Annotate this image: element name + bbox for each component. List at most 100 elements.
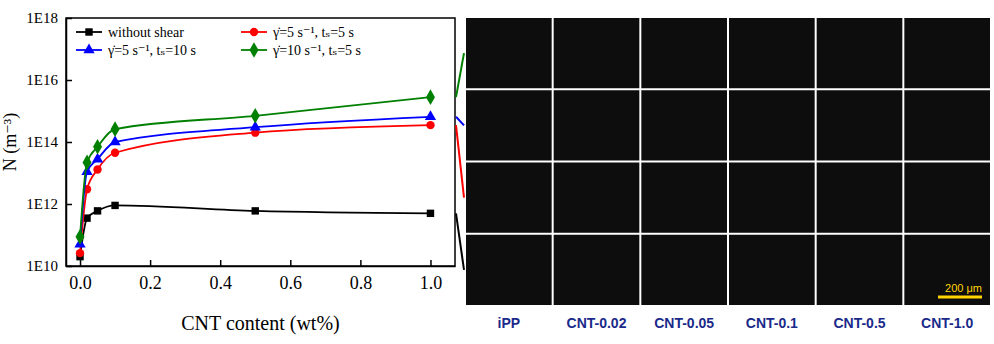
micrograph (904, 163, 990, 233)
data-point (251, 108, 260, 124)
micrograph (466, 163, 552, 233)
micrograph (466, 18, 552, 88)
y-tick-label: 1E18 (26, 10, 58, 26)
micrograph (641, 163, 727, 233)
column-label: CNT-0.5 (833, 315, 885, 331)
column-label: iPP (498, 315, 521, 331)
series-line (80, 97, 430, 237)
connectors (456, 53, 464, 270)
legend-label: γ̇=10 s⁻¹, tₛ=5 s (272, 43, 361, 58)
x-tick: 0.4 (209, 260, 232, 293)
y-tick-mark (66, 204, 72, 206)
x-tick-label: 0.6 (280, 273, 303, 293)
scale-bar (938, 296, 982, 299)
x-axis: 0.0 0.2 0.4 0.6 0.8 1.0 (67, 260, 456, 293)
series (76, 202, 434, 261)
y-tick-mark (66, 266, 72, 268)
micrograph (641, 90, 727, 160)
legend-entry: γ̇=5 s⁻¹, tₛ=5 s (241, 25, 354, 40)
column-label: CNT-0.02 (567, 315, 627, 331)
series (76, 89, 435, 244)
x-tick-mark (150, 260, 152, 266)
x-tick: 0.0 (69, 260, 92, 293)
connector (456, 125, 464, 197)
micrograph (729, 90, 815, 160)
y-tick: 1E14 (26, 134, 72, 150)
data-point (93, 139, 102, 155)
series-line (80, 125, 430, 253)
x-axis-title: CNT content (wt%) (181, 312, 340, 335)
x-tick-label: 1.0 (420, 273, 443, 293)
x-tick-mark (220, 260, 222, 266)
micrograph (554, 235, 640, 305)
series-line (80, 117, 430, 245)
series-line (80, 205, 430, 256)
data-point (83, 214, 90, 221)
micrograph (554, 18, 640, 88)
legend-label: γ̇=5 s⁻¹, tₛ=10 s (107, 43, 196, 58)
x-tick: 0.8 (350, 260, 373, 293)
legend-label: without shear (108, 25, 184, 40)
x-tick-mark (430, 260, 432, 266)
figure: 0.0 0.2 0.4 0.6 0.8 1.0 1E10 1E12 1E14 1E16 1E18 CN… (0, 0, 994, 344)
connector (456, 117, 464, 126)
y-tick: 1E10 (26, 258, 72, 274)
micrograph (729, 18, 815, 88)
x-axis-line (67, 266, 456, 268)
data-point (252, 207, 259, 214)
x-tick-mark (290, 260, 292, 266)
y-tick-mark (66, 80, 72, 82)
y-tick-label: 1E16 (26, 72, 58, 88)
data-point (109, 135, 120, 145)
micrograph (904, 18, 990, 88)
y-tick: 1E18 (26, 10, 72, 26)
legend-marker (250, 28, 258, 36)
micrograph (904, 235, 990, 305)
micrograph (466, 235, 552, 305)
data-point (427, 210, 434, 217)
micrograph (729, 163, 815, 233)
legend-label: γ̇=5 s⁻¹, tₛ=5 s (272, 25, 354, 40)
legend: without shear γ̇=5 s⁻¹, tₛ=5 s γ̇=5 s⁻¹, t… (76, 25, 361, 58)
micrograph (554, 163, 640, 233)
column-label: CNT-0.05 (654, 315, 714, 331)
series (76, 121, 435, 257)
legend-marker (250, 42, 259, 58)
data-point (94, 207, 101, 214)
x-tick-label: 0.2 (139, 273, 162, 293)
micrograph (641, 18, 727, 88)
y-tick-label: 1E10 (26, 258, 58, 274)
connector (456, 213, 464, 270)
x-tick: 0.2 (139, 260, 162, 293)
x-tick-mark (80, 260, 82, 266)
series (74, 110, 436, 247)
y-tick-mark (66, 142, 72, 144)
x-tick: 0.6 (280, 260, 303, 293)
y-tick-label: 1E12 (26, 196, 58, 212)
scale-bar-label: 200 μm (945, 282, 982, 294)
micrograph (904, 90, 990, 160)
x-tick-mark (360, 260, 362, 266)
x-tick-label: 0.4 (209, 273, 232, 293)
legend-entry: γ̇=10 s⁻¹, tₛ=5 s (241, 42, 361, 58)
column-label: CNT-0.1 (746, 315, 798, 331)
micrograph (817, 163, 903, 233)
column-label: CNT-1.0 (921, 315, 973, 331)
data-point (76, 249, 84, 257)
micrograph (466, 90, 552, 160)
y-tick-label: 1E14 (26, 134, 58, 150)
micrograph (817, 90, 903, 160)
y-axis-title: N (m⁻³) (0, 113, 21, 171)
y-axis: 1E10 1E12 1E14 1E16 1E18 (26, 10, 72, 274)
micrograph (554, 90, 640, 160)
x-tick: 1.0 (420, 260, 443, 293)
data-point (111, 202, 118, 209)
plot-frame (66, 18, 455, 266)
legend-entry: without shear (76, 25, 184, 40)
plot-area (74, 89, 436, 260)
data-point (111, 149, 119, 157)
micrograph-grid (466, 18, 990, 305)
y-tick: 1E12 (26, 196, 72, 212)
data-point (76, 229, 85, 245)
micrograph (641, 235, 727, 305)
